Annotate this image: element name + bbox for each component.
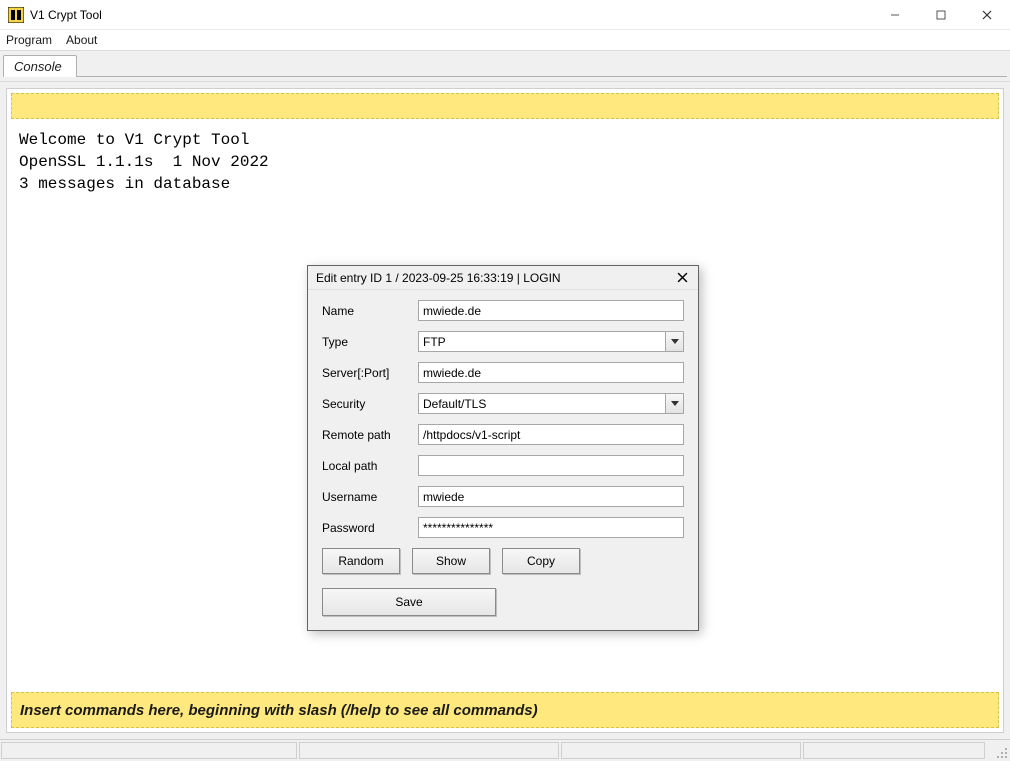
chevron-down-icon bbox=[665, 394, 683, 413]
command-input[interactable]: Insert commands here, beginning with sla… bbox=[11, 692, 999, 728]
tab-console[interactable]: Console bbox=[3, 55, 77, 77]
header-yellow-bar bbox=[11, 93, 999, 119]
dialog-title-bar[interactable]: Edit entry ID 1 / 2023-09-25 16:33:19 | … bbox=[308, 266, 698, 290]
status-cell bbox=[803, 742, 985, 759]
edit-entry-dialog: Edit entry ID 1 / 2023-09-25 16:33:19 | … bbox=[307, 265, 699, 631]
input-remote-path[interactable] bbox=[418, 424, 684, 445]
input-username[interactable] bbox=[418, 486, 684, 507]
label-server: Server[:Port] bbox=[322, 366, 418, 380]
dialog-close-button[interactable] bbox=[672, 268, 692, 288]
input-local-path[interactable] bbox=[418, 455, 684, 476]
label-password: Password bbox=[322, 521, 418, 535]
select-security[interactable]: Default/TLS bbox=[418, 393, 684, 414]
copy-button[interactable]: Copy bbox=[502, 548, 580, 574]
save-button[interactable]: Save bbox=[322, 588, 496, 616]
title-bar: V1 Crypt Tool bbox=[0, 0, 1010, 30]
close-button[interactable] bbox=[964, 0, 1010, 29]
content-area: Welcome to V1 Crypt Tool OpenSSL 1.1.1s … bbox=[0, 82, 1010, 739]
select-type-value: FTP bbox=[423, 335, 446, 349]
status-bar bbox=[0, 739, 1010, 761]
dialog-title: Edit entry ID 1 / 2023-09-25 16:33:19 | … bbox=[316, 271, 672, 285]
menu-bar: Program About bbox=[0, 30, 1010, 50]
status-cell bbox=[1, 742, 297, 759]
status-cell bbox=[299, 742, 559, 759]
label-security: Security bbox=[322, 397, 418, 411]
menu-program[interactable]: Program bbox=[6, 33, 52, 47]
tab-region: Console bbox=[0, 50, 1010, 82]
resize-grip-icon[interactable] bbox=[994, 745, 1008, 759]
console-line: Welcome to V1 Crypt Tool bbox=[19, 131, 249, 149]
label-name: Name bbox=[322, 304, 418, 318]
status-cell bbox=[561, 742, 801, 759]
label-remote-path: Remote path bbox=[322, 428, 418, 442]
maximize-button[interactable] bbox=[918, 0, 964, 29]
select-type[interactable]: FTP bbox=[418, 331, 684, 352]
window-title: V1 Crypt Tool bbox=[30, 8, 102, 22]
input-name[interactable] bbox=[418, 300, 684, 321]
menu-about[interactable]: About bbox=[66, 33, 97, 47]
label-local-path: Local path bbox=[322, 459, 418, 473]
input-password[interactable] bbox=[418, 517, 684, 538]
select-security-value: Default/TLS bbox=[423, 397, 486, 411]
console-line: 3 messages in database bbox=[19, 175, 230, 193]
chevron-down-icon bbox=[665, 332, 683, 351]
console-line: OpenSSL 1.1.1s 1 Nov 2022 bbox=[19, 153, 269, 171]
show-button[interactable]: Show bbox=[412, 548, 490, 574]
minimize-button[interactable] bbox=[872, 0, 918, 29]
label-username: Username bbox=[322, 490, 418, 504]
random-button[interactable]: Random bbox=[322, 548, 400, 574]
app-icon bbox=[8, 7, 24, 23]
input-server[interactable] bbox=[418, 362, 684, 383]
command-placeholder: Insert commands here, beginning with sla… bbox=[20, 702, 538, 719]
label-type: Type bbox=[322, 335, 418, 349]
